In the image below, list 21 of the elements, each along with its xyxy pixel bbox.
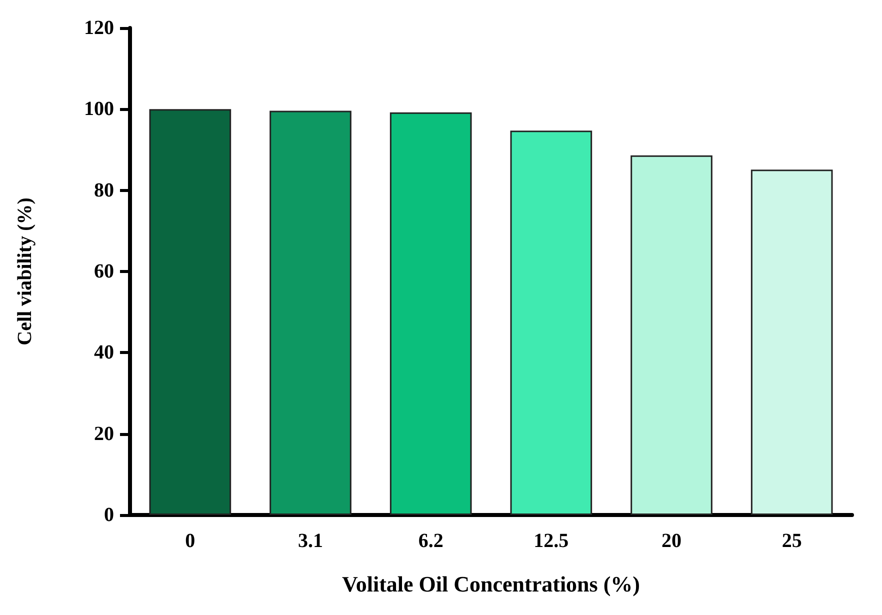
bar	[390, 112, 472, 515]
y-tick-label: 60	[94, 260, 114, 282]
x-tick-label: 0	[185, 530, 196, 552]
y-tick-label: 100	[84, 98, 114, 120]
x-tick-label: 6.2	[418, 530, 444, 552]
x-axis-title: Volitale Oil Concentrations (%)	[342, 572, 640, 596]
y-tick-label: 0	[104, 504, 114, 526]
bar	[149, 109, 232, 515]
y-tick-label: 40	[94, 342, 114, 364]
x-tick-label: 12.5	[534, 530, 569, 552]
x-tick-label: 25	[782, 530, 802, 552]
y-tick-label: 20	[94, 422, 114, 445]
y-tick-label: 120	[84, 17, 114, 39]
x-tick-label: 20	[662, 530, 682, 552]
bar	[270, 110, 352, 515]
bar	[510, 130, 592, 515]
x-tick-label: 3.1	[298, 530, 323, 552]
y-tick-label: 80	[94, 179, 114, 202]
bar	[630, 155, 712, 515]
bar	[750, 170, 833, 515]
y-axis-title: Cell viability (%)	[14, 198, 36, 346]
